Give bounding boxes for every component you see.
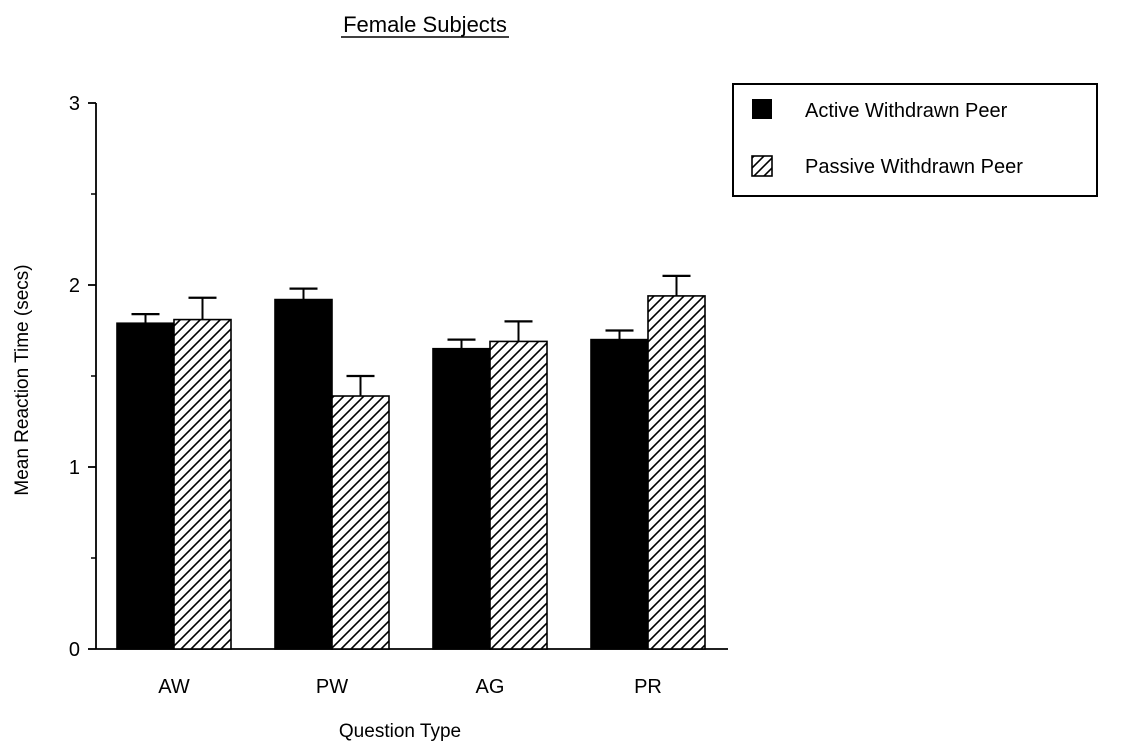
legend-swatch-passive — [751, 155, 773, 177]
x-axis-label: Question Type — [339, 721, 461, 742]
bar-pw-active — [274, 298, 333, 650]
bar-aw-passive — [173, 318, 232, 650]
y-tick-label: 0 — [69, 639, 80, 661]
legend: Active Withdrawn Peer Passive Withdrawn … — [732, 83, 1098, 197]
y-ticks: 0 1 2 3 — [69, 93, 96, 661]
legend-label-active: Active Withdrawn Peer — [805, 100, 1008, 122]
legend-swatch-active — [752, 99, 772, 119]
x-ticks: AW PW AG PR — [158, 676, 662, 698]
chart-title: Female Subjects — [343, 12, 507, 37]
bar-ag-active — [432, 347, 491, 650]
bar-pw-passive — [331, 395, 390, 650]
x-tick-label: PW — [316, 676, 348, 698]
legend-label-passive: Passive Withdrawn Peer — [805, 156, 1023, 178]
x-tick-label: AG — [476, 676, 505, 698]
bar-ag-passive — [489, 340, 548, 650]
y-tick-label: 3 — [69, 93, 80, 115]
legend-box — [732, 83, 1098, 197]
x-tick-label: AW — [158, 676, 190, 698]
y-axis-label: Mean Reaction Time (secs) — [12, 264, 33, 495]
bars-group — [116, 274, 706, 650]
y-tick-label: 2 — [69, 275, 80, 297]
bar-aw-active — [116, 322, 175, 650]
bar-pr-passive — [647, 295, 706, 650]
x-tick-label: PR — [634, 676, 662, 698]
bar-pr-active — [590, 338, 649, 650]
y-tick-label: 1 — [69, 457, 80, 479]
